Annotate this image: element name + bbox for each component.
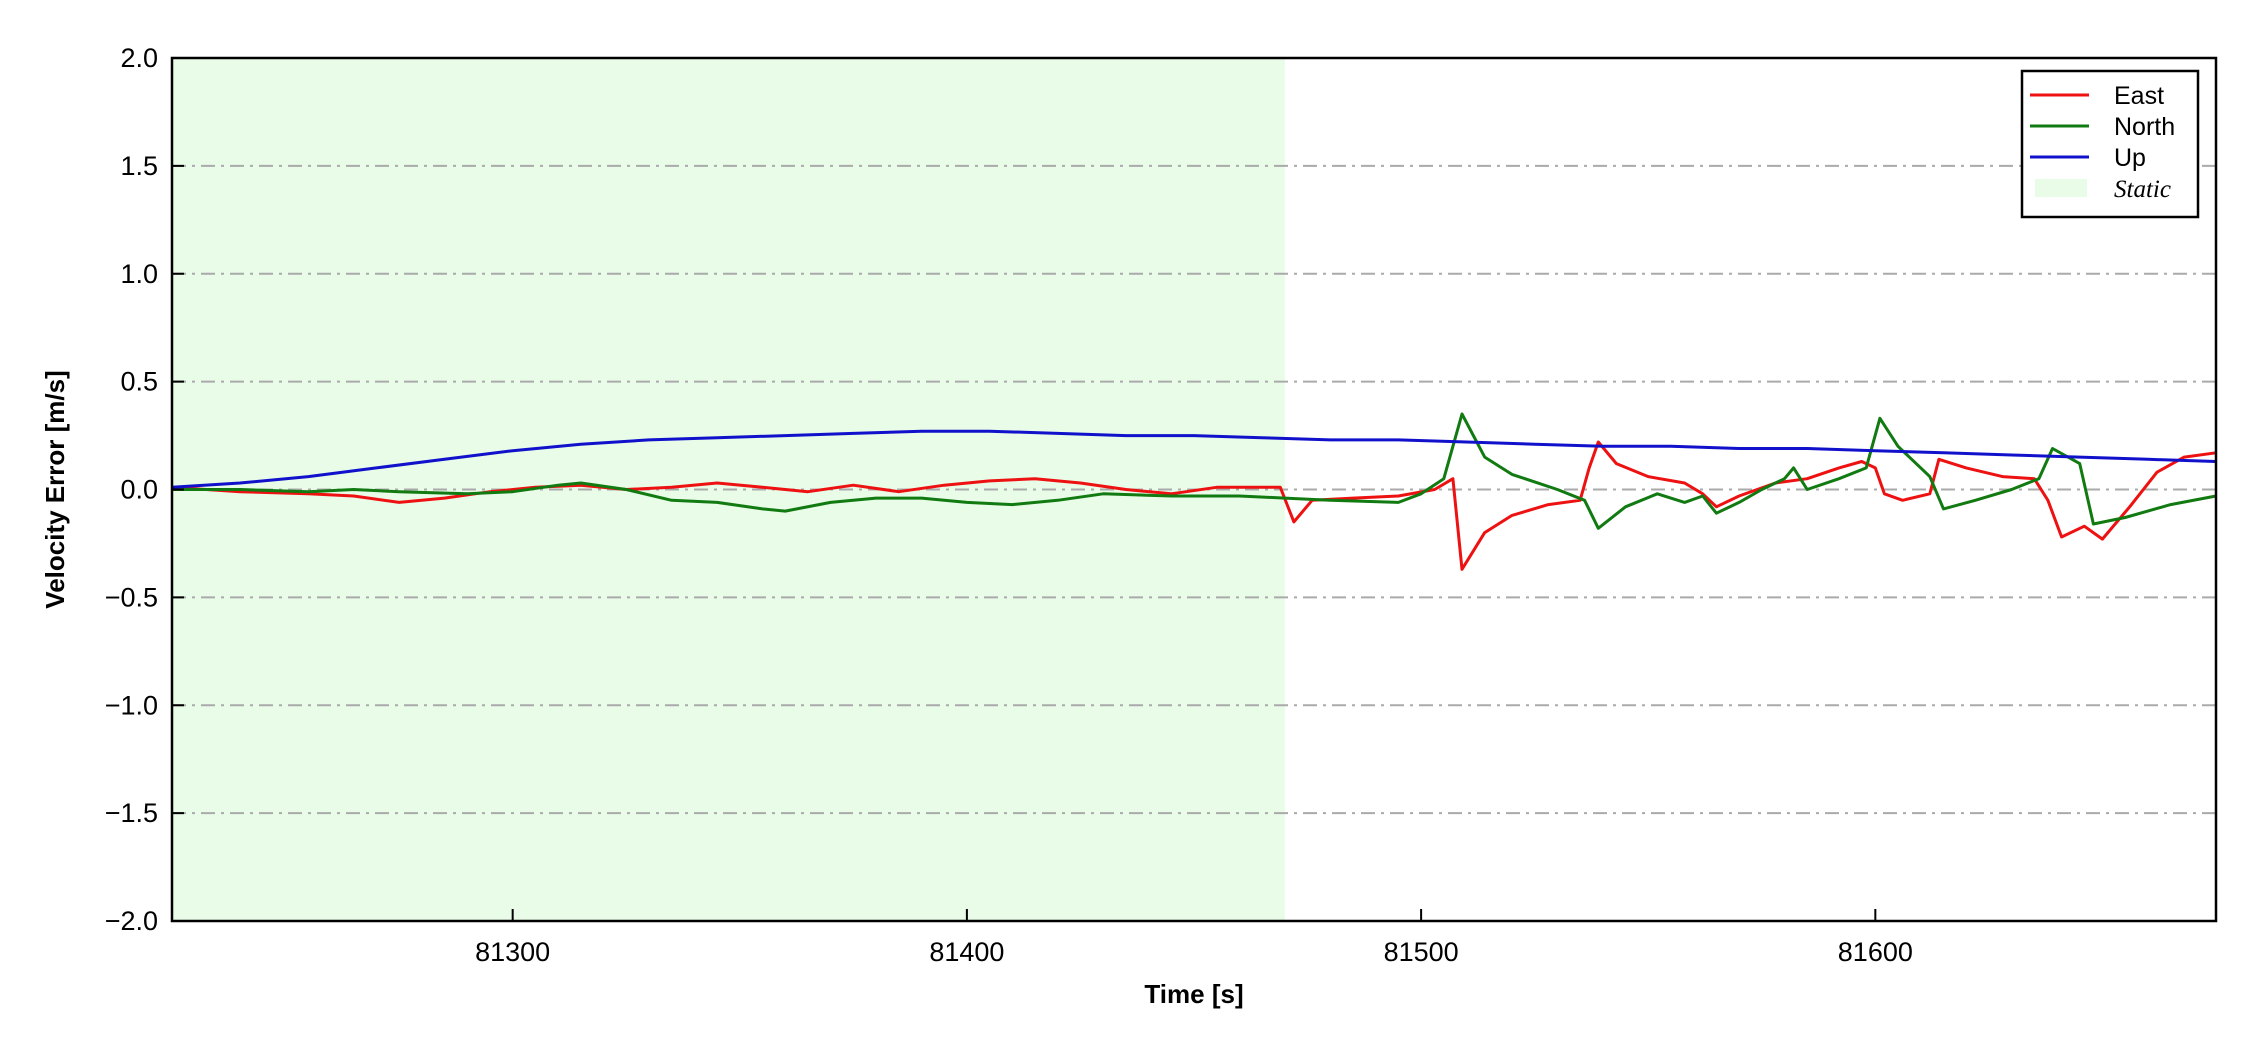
y-tick-label: 2.0 [120, 43, 158, 73]
x-tick-label: 81600 [1838, 937, 1913, 967]
x-tick-label: 81300 [475, 937, 550, 967]
axes-layer: −2.0 −1.5 −1.0 −0.5 0.0 0.5 1.0 1.5 2.0 81300 8140… [105, 43, 2218, 967]
y-tick-label: 1.0 [120, 259, 158, 289]
x-tick-label: 81400 [929, 937, 1004, 967]
y-tick-label: 1.5 [120, 151, 158, 181]
legend-label-north: North [2114, 113, 2175, 141]
y-tick-label: −1.0 [105, 690, 158, 720]
series-line-east [171, 440, 2217, 571]
x-axis-label: Time [s] [1144, 979, 1243, 1009]
legend-label-static: Static [2114, 176, 2171, 203]
series-line-up [171, 429, 2217, 489]
series-layer [171, 412, 2217, 571]
legend: East North Up Static [2020, 69, 2200, 219]
legend-label-up: Up [2114, 144, 2146, 172]
legend-swatch-static [2035, 179, 2087, 197]
y-tick-label: −1.5 [105, 798, 158, 828]
x-tick-label: 81500 [1384, 937, 1459, 967]
legend-label-east: East [2114, 82, 2164, 110]
y-tick-label: −0.5 [105, 582, 158, 612]
y-axis-label: Velocity Error [m/s] [40, 370, 70, 608]
series-line-north [172, 412, 2217, 530]
y-tick-label: −2.0 [105, 906, 158, 936]
y-tick-label: 0.5 [120, 367, 158, 397]
y-tick-label: 0.0 [120, 475, 158, 505]
